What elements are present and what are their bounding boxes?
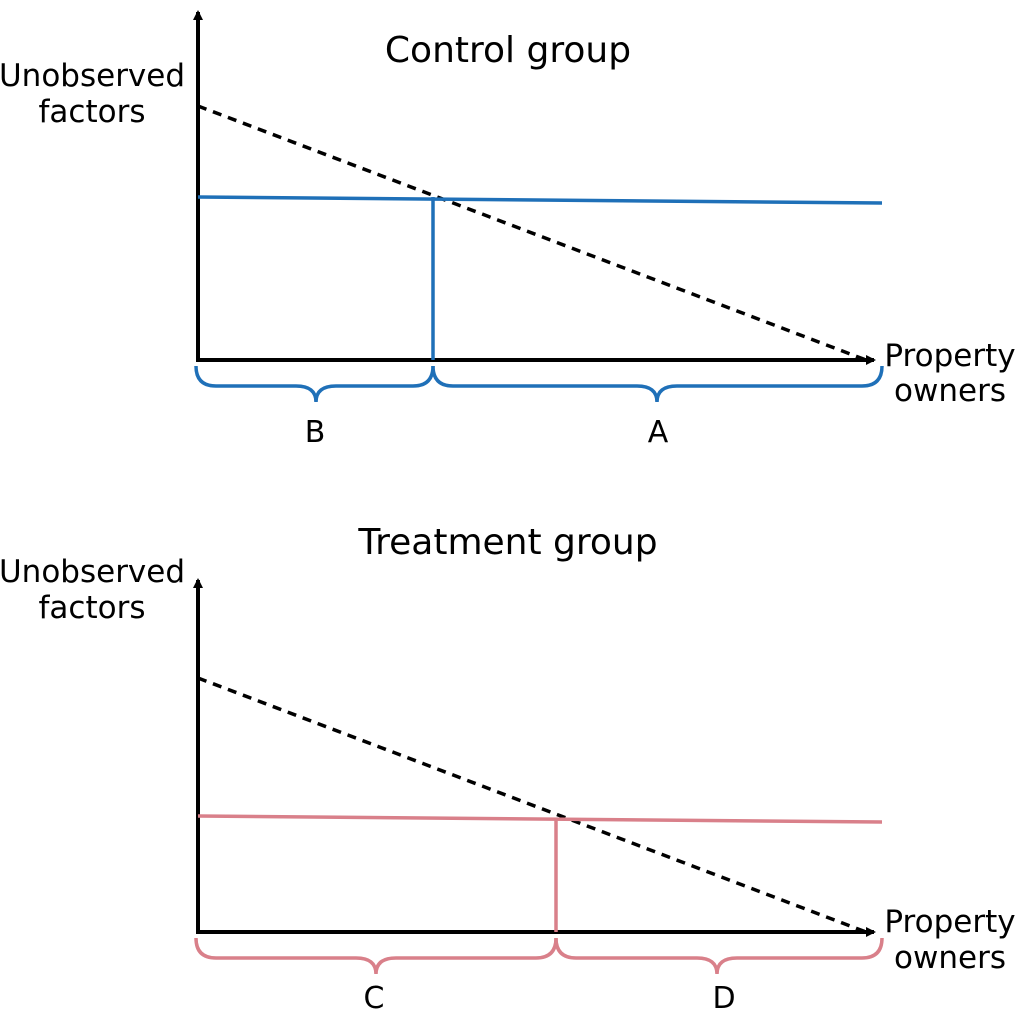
treatment-x-label-line2: owners <box>894 940 1006 976</box>
treatment-y-label-line1: Unobserved <box>0 554 185 590</box>
control-y-label-line1: Unobserved <box>0 58 185 94</box>
control-dashed-line <box>197 104 867 362</box>
treatment-y-label-line2: factors <box>39 590 146 626</box>
treatment-panel: Treatment group Unobserved factors Prope… <box>0 522 1016 1016</box>
treatment-segment-D: D <box>712 981 735 1016</box>
control-title: Control group <box>385 30 631 71</box>
control-brace-left <box>194 365 435 403</box>
treatment-horizontal-line <box>197 814 883 824</box>
control-x-label-line1: Property <box>884 338 1015 374</box>
treatment-brace-left <box>194 937 558 975</box>
control-segment-A: A <box>648 415 669 450</box>
control-y-label-line2: factors <box>39 94 146 130</box>
treatment-segment-C: C <box>364 981 385 1016</box>
control-x-label-line2: owners <box>894 373 1006 409</box>
treatment-title: Treatment group <box>357 522 657 563</box>
control-horizontal-line <box>197 195 883 205</box>
treatment-dashed-line <box>197 676 867 934</box>
control-panel: Control group Unobserved factors Propert… <box>0 10 1016 450</box>
control-brace-right <box>431 365 884 403</box>
control-segment-B: B <box>305 415 326 450</box>
treatment-brace-right <box>554 937 884 975</box>
treatment-x-label-line1: Property <box>884 904 1015 940</box>
